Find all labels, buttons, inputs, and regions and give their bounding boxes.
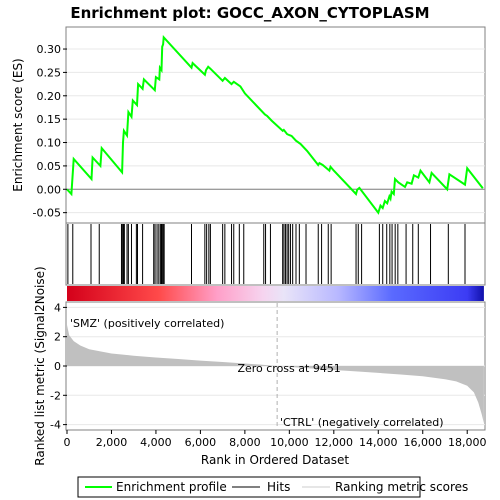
chart-title: Enrichment plot: GOCC_AXON_CYTOPLASM [70,4,429,22]
x-axis-label: Rank in Ordered Dataset [201,453,349,467]
x-tick-label: 8,000 [229,436,261,449]
ranked-metric-panel: -4 -2 0 2 4 'SMZ' (positively correlated) Ze… [33,266,486,466]
legend-profile-label: Enrichment profile [116,480,227,494]
x-tick-label: 10,000 [270,436,309,449]
negative-correlation-label: 'CTRL' (negatively correlated) [280,416,444,429]
x-tick-label: 12,000 [315,436,354,449]
enrichment-y-tick-label: 0.15 [37,113,62,126]
enrichment-y-tick-label: 0.00 [37,183,62,196]
legend-hits-label: Hits [267,480,290,494]
ranked-metric-y-tick-label: -4 [50,419,61,432]
ranked-metric-y-tick-label: 0 [54,360,61,373]
legend: Enrichment profile Hits Ranking metric s… [77,476,468,498]
x-tick-label: 18,000 [448,436,487,449]
enrichment-y-tick-label: 0.30 [37,43,62,56]
zero-cross-label: Zero cross at 9451 [237,362,340,375]
ranked-metric-y-tick-label: -2 [50,389,61,402]
enrichment-y-tick-label: 0.20 [37,90,62,103]
ranked-metric-y-tick-label: 4 [54,301,61,314]
x-tick-label: 2,000 [96,436,128,449]
ranked-metric-y-ticks: -4 -2 0 2 4 [50,301,67,432]
hits-plot-area [65,222,486,286]
rank-heat-bar [67,286,484,301]
x-tick-label: 0 [64,436,71,449]
legend-metric-label: Ranking metric scores [335,480,468,494]
enrichment-y-tick-label: 0.25 [37,66,62,79]
x-tick-label: 6,000 [185,436,217,449]
hits-marks [67,224,466,284]
enrichment-profile-line [66,34,484,215]
enrichment-y-tick-label: -0.05 [33,207,61,220]
enrichment-y-tick-label: 0.10 [37,137,62,150]
x-axis-ticks: 0 2,000 4,000 6,000 8,000 10,000 12,000 14,000 1… [64,430,487,449]
x-tick-label: 14,000 [359,436,398,449]
enrichment-y-axis-label: Enrichment score (ES) [11,58,25,191]
x-tick-label: 4,000 [140,436,172,449]
ranked-metric-y-tick-label: 2 [54,331,61,344]
enrichment-y-ticks: -0.05 0.00 0.05 0.10 0.15 0.20 0.25 0.30 [33,43,67,220]
x-tick-label: 16,000 [403,436,442,449]
enrichment-panel: -0.05 0.00 0.05 0.10 0.15 0.20 0.25 0.30 Enrich… [11,26,486,224]
ranked-metric-y-axis-label: Ranked list metric (Signal2Noise) [33,266,47,465]
heat-bar-gradient [67,286,484,301]
positive-correlation-label: 'SMZ' (positively correlated) [70,317,224,330]
enrichment-y-tick-label: 0.05 [37,160,62,173]
ranking-metric-area [67,325,484,424]
hits-panel [65,222,486,286]
